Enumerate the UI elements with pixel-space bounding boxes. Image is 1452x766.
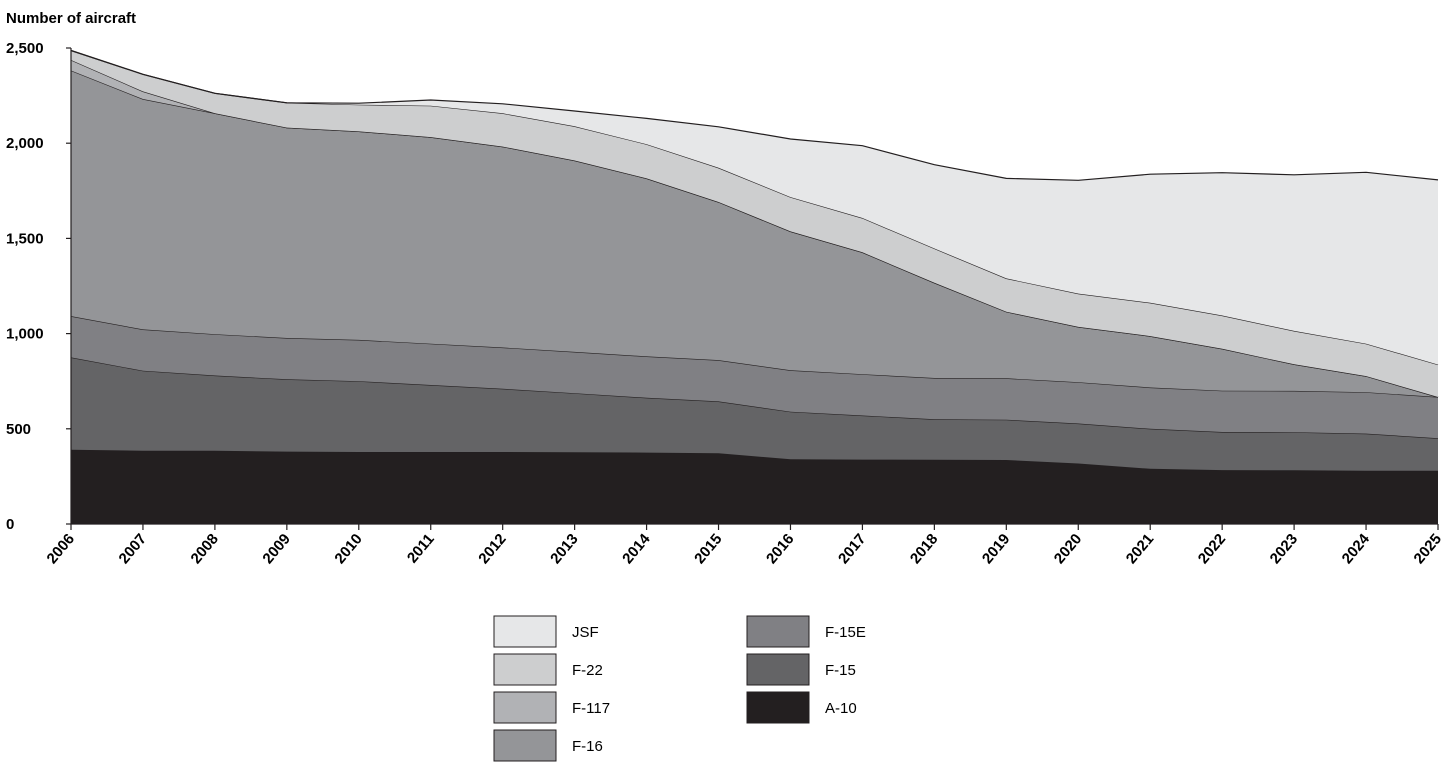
legend: JSF F-22 F-117 F-16 F-15E F-15 A-10 [493, 615, 866, 762]
x-tick-label: 2010 [331, 531, 365, 567]
y-tick-label: 500 [6, 421, 31, 438]
legend-label: F-117 [572, 700, 610, 717]
area-f-15e [71, 316, 1438, 439]
y-tick-label: 2,500 [6, 40, 44, 57]
legend-item-a-10: A-10 [746, 691, 857, 724]
x-tick-label: 2025 [1411, 531, 1445, 567]
legend-swatch [746, 691, 810, 724]
legend-swatch [493, 615, 557, 648]
x-tick-label: 2007 [116, 531, 150, 567]
x-tick-label: 2015 [691, 531, 725, 567]
legend-item-f-16: F-16 [493, 729, 603, 762]
legend-swatch [746, 615, 810, 648]
x-tick-label: 2008 [187, 531, 221, 567]
legend-item-f-15e: F-15E [746, 615, 866, 648]
y-tick-label: 1,500 [6, 230, 44, 247]
x-tick-label: 2014 [619, 530, 654, 567]
x-tick-label: 2021 [1123, 531, 1157, 567]
x-tick-label: 2017 [835, 531, 869, 567]
x-tick-label: 2018 [907, 531, 941, 567]
chart-areas [70, 49, 1439, 524]
legend-label: A-10 [825, 700, 857, 717]
legend-label: F-15E [825, 624, 866, 641]
area-jsf [71, 50, 1438, 365]
y-axis-label: Number of aircraft [6, 10, 136, 27]
legend-item-f-117: F-117 [493, 691, 610, 724]
y-tick-label: 1,000 [6, 326, 44, 343]
legend-item-jsf: JSF [493, 615, 599, 648]
legend-label: F-16 [572, 738, 603, 755]
legend-swatch [493, 729, 557, 762]
x-tick-label: 2009 [259, 531, 293, 567]
x-tick-label: 2020 [1051, 531, 1085, 567]
area-f-15 [71, 357, 1438, 471]
legend-swatch [493, 691, 557, 724]
area-f-22 [71, 50, 1438, 397]
legend-item-f-15: F-15 [746, 653, 856, 686]
x-tick-label: 2019 [979, 531, 1013, 567]
x-tick-label: 2023 [1267, 531, 1301, 567]
legend-label: F-15 [825, 662, 856, 679]
area-a-10 [71, 449, 1438, 524]
x-tick-label: 2012 [475, 531, 509, 567]
legend-label: JSF [572, 624, 599, 641]
area-f-16 [71, 70, 1438, 397]
y-tick-label: 2,000 [6, 135, 44, 152]
y-tick-label: 0 [6, 516, 14, 533]
legend-swatch [493, 653, 557, 686]
x-tick-label: 2024 [1339, 530, 1374, 567]
legend-item-f-22: F-22 [493, 653, 603, 686]
x-tick-label: 2016 [763, 531, 797, 567]
boundary-jsf [70, 49, 1439, 181]
legend-label: F-22 [572, 662, 603, 679]
x-tick-label: 2013 [547, 531, 581, 567]
x-tick-label: 2022 [1195, 531, 1229, 567]
legend-swatch [746, 653, 810, 686]
x-tick-label: 2011 [404, 531, 438, 567]
x-tick-label: 2006 [44, 531, 78, 567]
